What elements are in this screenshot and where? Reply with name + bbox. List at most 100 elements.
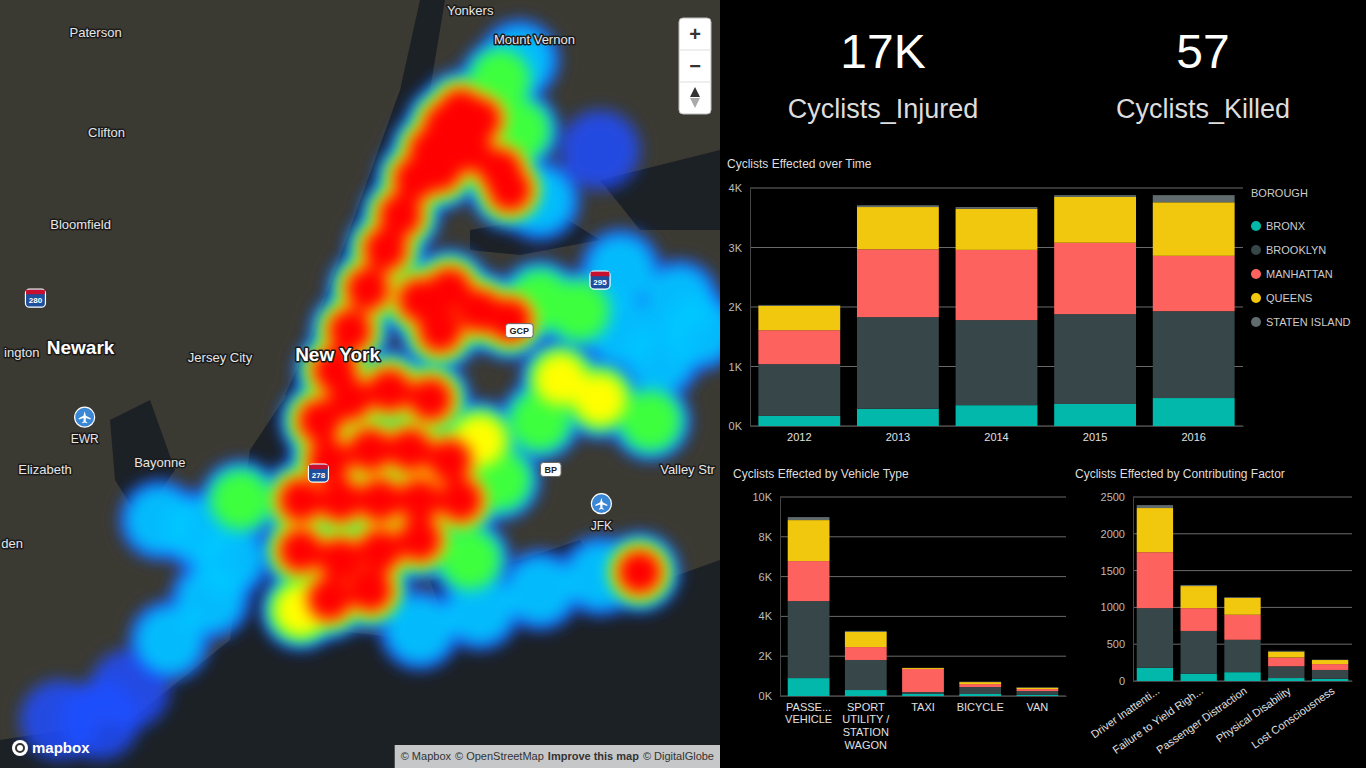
- zoom-out[interactable]: −: [689, 55, 701, 77]
- y-tick-label: 500: [1107, 638, 1125, 650]
- heat-point: [348, 428, 392, 472]
- heat-layer: [211, 50, 681, 640]
- y-tick: 1000: [1101, 601, 1133, 613]
- bar-segment: BROOKLYN: [1181, 631, 1217, 674]
- heat-point: [621, 391, 681, 451]
- road-name: GCP: [510, 326, 530, 336]
- x-tick-label-line: UTILITY /: [842, 713, 890, 725]
- heat-point: [358, 529, 402, 573]
- compass-north[interactable]: [690, 87, 700, 97]
- y-tick-label: 6K: [759, 571, 773, 583]
- y-tick-label: 1000: [1101, 601, 1125, 613]
- bar-segment: BROOKLYN: [758, 364, 840, 416]
- logo-icon: [12, 740, 28, 756]
- bar-segment: MANHATTAN: [959, 684, 1001, 687]
- y-tick: 500: [1107, 638, 1133, 650]
- bar-segment: MANHATTAN: [1224, 615, 1260, 640]
- heat-point: [398, 518, 442, 562]
- heat-point: [307, 577, 351, 621]
- heat-point: [211, 470, 271, 530]
- x-axis: PASSE...VEHICLESPORTUTILITY /STATIONWAGO…: [781, 696, 1067, 751]
- y-tick: 2000: [1101, 528, 1133, 540]
- bar-segment: MANHATTAN: [1268, 657, 1304, 666]
- airport-name: JFK: [591, 519, 612, 533]
- bar-segment: BROOKLYN: [1137, 608, 1173, 668]
- heat-point: [328, 377, 372, 421]
- heat-point: [207, 466, 275, 534]
- chart: Cyclists Effected by Contributing Factor…: [1075, 467, 1353, 756]
- place-name: Bloomfield: [50, 217, 111, 232]
- map-label-city: Clifton: [88, 125, 125, 140]
- bar-segment: QUEENS: [758, 306, 840, 330]
- airport-plane: [595, 498, 607, 510]
- bar-segment: QUEENS: [857, 207, 939, 249]
- place-name: Yonkers: [447, 3, 494, 18]
- controls-separator: [679, 82, 711, 83]
- heat-point: [368, 368, 412, 412]
- y-tick-label: 8K: [759, 531, 773, 543]
- y-tick: 2500: [1101, 491, 1133, 503]
- map-label-city: Elizabeth: [18, 462, 71, 477]
- legend: BOROUGHBRONXBROOKLYNMANHATTANQUEENSSTATE…: [1251, 187, 1351, 328]
- legend-swatch: [1251, 293, 1261, 303]
- bar-segment: BROOKLYN: [959, 687, 1001, 694]
- heat-point: [606, 538, 674, 606]
- attribution-part[interactable]: Improve this map: [548, 750, 639, 762]
- heat-point: [409, 377, 453, 421]
- place-name: Valley Str: [660, 462, 715, 477]
- compass-south[interactable]: [690, 98, 700, 108]
- attribution-part: © OpenStreetMap: [455, 750, 544, 762]
- heat-point: [398, 478, 442, 522]
- y-axis: 0K2K4K6K8K10K: [752, 491, 780, 702]
- x-tick: Physical Disability: [1214, 681, 1293, 745]
- bar-segment: BRONX: [1268, 678, 1304, 681]
- y-tick-label: 2000: [1101, 528, 1125, 540]
- interstate-shield-top: [26, 290, 45, 295]
- map-label-city: Yonkers: [447, 3, 494, 18]
- bar-segment: BRONX: [788, 678, 830, 696]
- bar-segment: STATEN ISLAND: [1181, 585, 1217, 586]
- bar-segment: MANHATTAN: [1312, 664, 1348, 670]
- y-tick: 3K: [729, 242, 750, 254]
- water: [0, 0, 720, 768]
- airport-plane: [79, 411, 91, 423]
- heat-point: [428, 438, 472, 482]
- bar-segment: QUEENS: [1017, 688, 1059, 689]
- heat-point: [20, 680, 100, 760]
- heatmap: [20, 20, 720, 760]
- bar-segment: STATEN ISLAND: [857, 205, 939, 207]
- heat-layer: [126, 26, 720, 675]
- kpi-title: Cyclists_Injured: [788, 94, 979, 124]
- place-name: ington: [4, 345, 39, 360]
- bar-segment: QUEENS: [1153, 202, 1235, 256]
- attribution-box: [395, 745, 720, 768]
- bar-segment: STATEN ISLAND: [1312, 659, 1348, 660]
- heat-point: [307, 438, 351, 482]
- y-tick: 4K: [759, 610, 780, 622]
- legend-item: MANHATTAN: [1251, 268, 1333, 280]
- heat-point: [358, 478, 402, 522]
- y-tick: 4K: [729, 182, 750, 194]
- place-name: den: [1, 536, 23, 551]
- x-tick: 2012: [787, 426, 811, 443]
- map-label-city: Mount Vernon: [494, 32, 575, 47]
- y-tick-label: 1K: [729, 361, 743, 373]
- legend-item: STATEN ISLAND: [1251, 316, 1351, 328]
- x-tick-label-line: SPORT: [847, 701, 885, 713]
- x-axis-line: [1134, 681, 1353, 682]
- bar-segment: MANHATTAN: [1137, 552, 1173, 608]
- zoom-in[interactable]: +: [689, 23, 701, 45]
- bar-segment: MANHATTAN: [1181, 608, 1217, 631]
- airport-name: EWR: [71, 432, 99, 446]
- attribution-text: © Mapbox© OpenStreetMapImprove this map©…: [401, 750, 714, 762]
- x-tick-label: Physical Disability: [1214, 684, 1293, 745]
- map-attribution: © Mapbox© OpenStreetMapImprove this map©…: [395, 745, 720, 768]
- x-tick-label: 2016: [1181, 431, 1205, 443]
- map-label-interstate: 280: [25, 289, 45, 307]
- bar-segment: BRONX: [1017, 695, 1059, 696]
- bar-segment: BRONX: [1181, 674, 1217, 681]
- x-tick: SPORTUTILITY /STATIONWAGON: [842, 696, 890, 751]
- place-name: Newark: [47, 337, 115, 358]
- kpi-card: 57Cyclists_Killed: [1116, 25, 1290, 124]
- y-tick: 10K: [752, 491, 780, 503]
